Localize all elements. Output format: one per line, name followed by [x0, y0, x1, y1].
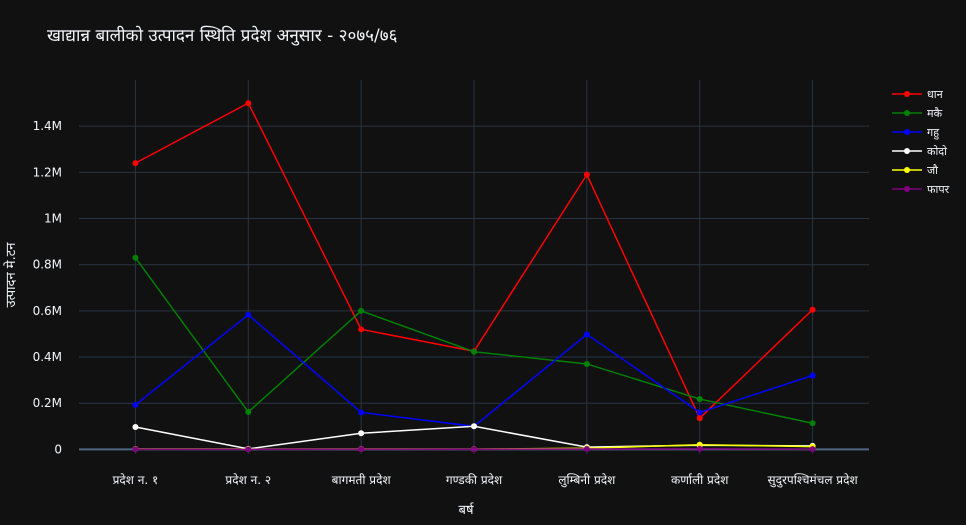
- y-tick-label: 1M: [44, 212, 62, 226]
- legend-item[interactable]: गहु: [892, 126, 939, 140]
- ticks: प्रदेश न. १ प्रदेश न. २ बागमती प्रदेश गण्डक…: [33, 119, 859, 488]
- legend-label: जौ: [927, 164, 938, 177]
- legend-item[interactable]: जौ: [892, 164, 938, 177]
- x-axis-label: बर्ष: [459, 502, 475, 518]
- y-tick-label: 1.4M: [33, 119, 62, 133]
- legend-swatch-marker: [904, 186, 910, 192]
- data-point[interactable]: [696, 409, 703, 416]
- legend-label: फापर: [927, 183, 950, 196]
- data-point[interactable]: [358, 326, 365, 333]
- data-point[interactable]: [809, 446, 816, 453]
- data-point[interactable]: [132, 160, 139, 167]
- x-tick-label: कर्णाली प्रदेश: [671, 473, 729, 487]
- legend-swatch-marker: [904, 91, 910, 97]
- y-axis-label: उत्पादन मे.टन: [3, 242, 19, 308]
- legend-label: कोदो: [927, 145, 947, 158]
- y-tick-label: 0.8M: [33, 258, 62, 272]
- y-tick-label: 0.2M: [33, 396, 62, 410]
- data-point[interactable]: [132, 423, 139, 430]
- legend-item[interactable]: फापर: [892, 183, 950, 196]
- data-point[interactable]: [583, 171, 590, 178]
- x-tick-label: सुदुरपश्चिमंचल प्रदेश: [767, 473, 858, 488]
- data-point[interactable]: [358, 430, 365, 437]
- data-point[interactable]: [358, 446, 365, 453]
- data-point[interactable]: [471, 348, 477, 355]
- y-tick-label: 0.6M: [33, 304, 62, 318]
- legend-swatch-marker: [904, 110, 910, 116]
- legend-label: गहु: [927, 126, 939, 140]
- data-point[interactable]: [583, 331, 590, 338]
- data-point[interactable]: [245, 446, 252, 453]
- data-point[interactable]: [358, 307, 365, 314]
- x-tick-label: प्रदेश न. १: [113, 473, 159, 487]
- legend-label: मकै: [927, 107, 943, 120]
- legend[interactable]: धान मकै गहु कोदो जौ फापर: [892, 88, 950, 196]
- data-point[interactable]: [809, 372, 816, 379]
- data-point[interactable]: [583, 446, 590, 453]
- data-point[interactable]: [358, 409, 365, 416]
- data-point[interactable]: [245, 311, 252, 318]
- x-tick-label: बागमती प्रदेश: [332, 473, 392, 487]
- data-point[interactable]: [471, 423, 477, 430]
- data-point[interactable]: [696, 445, 703, 452]
- data-point[interactable]: [132, 401, 139, 408]
- data-point[interactable]: [132, 254, 139, 261]
- x-tick-label: गण्डकी प्रदेश: [446, 473, 503, 487]
- legend-item[interactable]: कोदो: [892, 145, 947, 158]
- data-point[interactable]: [696, 441, 703, 448]
- y-tick-label: 0.4M: [33, 350, 62, 364]
- series-2: [132, 254, 816, 427]
- legend-swatch-marker: [904, 129, 910, 135]
- series-6: [132, 445, 816, 453]
- grid: [79, 80, 869, 454]
- data-point[interactable]: [471, 446, 477, 453]
- legend-item[interactable]: मकै: [892, 107, 943, 120]
- x-tick-label: प्रदेश न. २: [225, 473, 271, 487]
- y-tick-label: 0: [54, 442, 62, 456]
- data-point[interactable]: [583, 360, 590, 367]
- data-point[interactable]: [809, 420, 816, 427]
- data-point[interactable]: [809, 306, 816, 313]
- y-tick-label: 1.2M: [33, 165, 62, 179]
- series-layer: [132, 100, 816, 453]
- legend-swatch-marker: [904, 148, 910, 154]
- data-point[interactable]: [696, 415, 703, 422]
- data-point[interactable]: [245, 408, 252, 415]
- legend-item[interactable]: धान: [892, 88, 944, 101]
- legend-label: धान: [927, 88, 944, 101]
- x-tick-label: लुम्बिनी प्रदेश: [558, 473, 616, 488]
- data-point[interactable]: [696, 396, 703, 403]
- data-point[interactable]: [245, 100, 252, 107]
- legend-swatch-marker: [904, 167, 910, 173]
- chart-title: खाद्यान्न बालीको उत्पादन स्थिति प्रदेश अ…: [47, 25, 398, 46]
- data-point[interactable]: [132, 446, 139, 453]
